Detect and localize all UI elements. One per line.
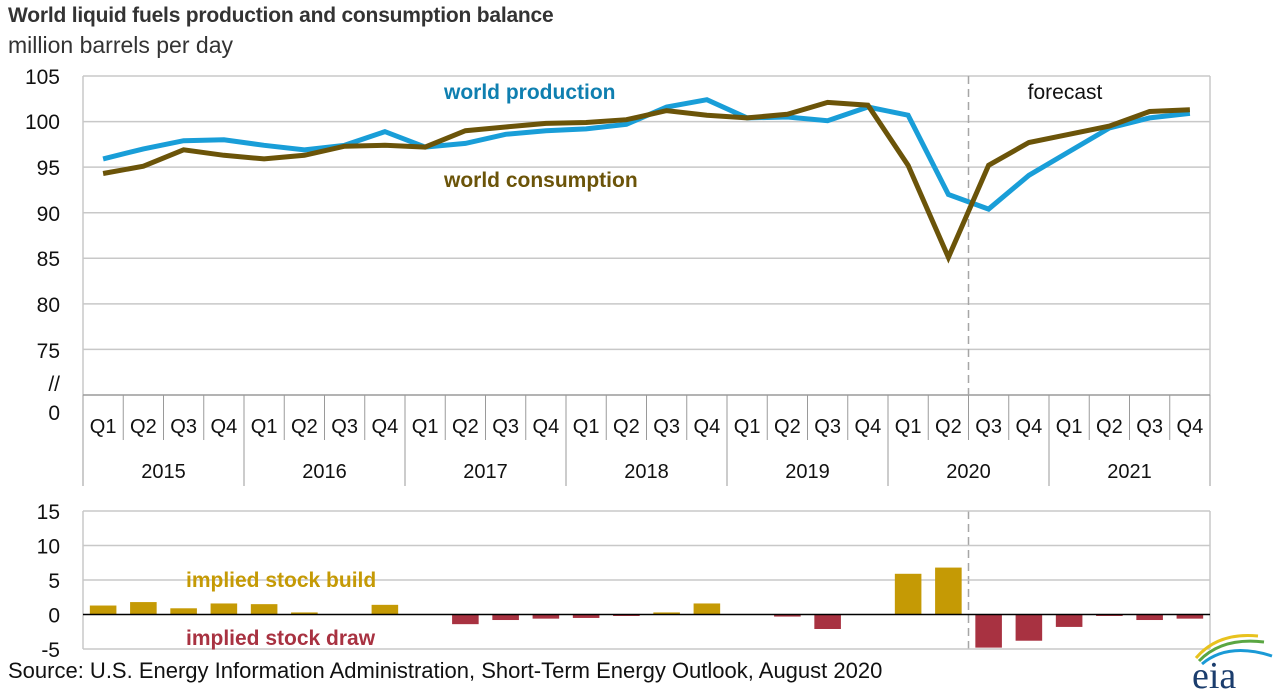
x-tick-year: 2016 bbox=[302, 461, 347, 483]
x-tick-year: 2020 bbox=[946, 461, 991, 483]
x-tick-quarter: Q2 bbox=[452, 416, 479, 438]
source-note: Source: U.S. Energy Information Administ… bbox=[8, 658, 883, 683]
y-tick-label: 105 bbox=[25, 66, 60, 89]
x-tick-quarter: Q1 bbox=[251, 416, 278, 438]
x-tick-year: 2021 bbox=[1107, 461, 1152, 483]
x-tick-quarter: Q3 bbox=[331, 416, 358, 438]
stock-build-bar bbox=[935, 567, 962, 615]
chart-title: World liquid fuels production and consum… bbox=[8, 4, 554, 27]
stock-build-bar bbox=[210, 603, 238, 615]
stock-draw-bar bbox=[975, 614, 1002, 648]
stock-build-bar bbox=[894, 573, 922, 615]
x-tick-quarter: Q1 bbox=[895, 416, 922, 438]
stock-build-bar bbox=[693, 603, 721, 615]
x-tick-quarter: Q4 bbox=[694, 416, 721, 438]
y-tick-label: 95 bbox=[37, 157, 60, 180]
y-tick-label-lower: 0 bbox=[48, 605, 60, 628]
stock-build-bar bbox=[170, 608, 197, 615]
annotation-stock-draw: implied stock draw bbox=[186, 627, 376, 650]
x-tick-quarter: Q4 bbox=[1016, 416, 1043, 438]
stock-draw-bar bbox=[532, 614, 560, 619]
x-tick-quarter: Q3 bbox=[814, 416, 841, 438]
x-tick-quarter: Q1 bbox=[734, 416, 761, 438]
x-tick-quarter: Q3 bbox=[492, 416, 519, 438]
stock-draw-bar bbox=[452, 614, 479, 625]
x-tick-quarter: Q1 bbox=[90, 416, 117, 438]
stock-build-bar bbox=[371, 604, 399, 615]
consumption-line bbox=[102, 99, 1191, 264]
logo-arc-yellow bbox=[1194, 633, 1259, 659]
stock-draw-bar bbox=[572, 614, 600, 618]
y-tick-label-lower: -5 bbox=[41, 639, 60, 662]
stock-build-bar bbox=[653, 612, 680, 615]
logo-text: eia bbox=[1192, 655, 1236, 692]
stock-draw-bar bbox=[1176, 614, 1204, 619]
x-tick-year: 2015 bbox=[141, 461, 186, 483]
stock-build-bar bbox=[89, 605, 117, 615]
logo-arc-green bbox=[1197, 639, 1265, 663]
x-tick-year: 2017 bbox=[463, 461, 508, 483]
x-tick-quarter: Q4 bbox=[855, 416, 882, 438]
forecast-label: forecast bbox=[1028, 81, 1103, 104]
y-tick-label: 90 bbox=[37, 203, 60, 226]
y-tick-label: 0 bbox=[48, 402, 60, 425]
x-tick-quarter: Q3 bbox=[653, 416, 680, 438]
stock-build-bar bbox=[130, 602, 157, 615]
y-tick-label-lower: 10 bbox=[37, 536, 60, 559]
x-tick-year: 2018 bbox=[624, 461, 669, 483]
stock-draw-bar bbox=[814, 614, 841, 629]
logo-arc-blue bbox=[1201, 649, 1273, 666]
y-tick-label: 75 bbox=[37, 340, 60, 363]
stock-build-bar bbox=[250, 604, 278, 615]
y-tick-label: 100 bbox=[25, 111, 60, 134]
y-axis-unit-label: million barrels per day bbox=[8, 32, 233, 58]
x-tick-quarter: Q2 bbox=[130, 416, 157, 438]
x-tick-quarter: Q1 bbox=[573, 416, 600, 438]
legend-label-consumption: world consumption bbox=[443, 169, 638, 192]
y-tick-label: 85 bbox=[37, 248, 60, 271]
x-tick-quarter: Q2 bbox=[613, 416, 640, 438]
x-tick-quarter: Q1 bbox=[1056, 416, 1083, 438]
legend-label-production: world production bbox=[443, 81, 615, 104]
y-tick-label-lower: 15 bbox=[37, 501, 60, 524]
x-tick-quarter: Q2 bbox=[291, 416, 318, 438]
x-tick-quarter: Q4 bbox=[372, 416, 399, 438]
x-tick-quarter: Q3 bbox=[975, 416, 1002, 438]
eia-logo: eia bbox=[1192, 633, 1273, 692]
stock-build-bar bbox=[291, 612, 318, 615]
annotation-stock-build: implied stock build bbox=[186, 569, 376, 592]
stock-draw-bar bbox=[1055, 614, 1083, 627]
x-tick-quarter: Q4 bbox=[1177, 416, 1204, 438]
y-tick-label-lower: 5 bbox=[48, 570, 60, 593]
y-tick-label: // bbox=[48, 373, 60, 396]
x-tick-quarter: Q3 bbox=[170, 416, 197, 438]
stock-draw-bar bbox=[774, 614, 801, 617]
x-tick-quarter: Q1 bbox=[412, 416, 439, 438]
stock-draw-bar bbox=[1136, 614, 1163, 621]
x-tick-quarter: Q2 bbox=[1096, 416, 1123, 438]
x-tick-year: 2019 bbox=[785, 461, 830, 483]
x-tick-quarter: Q3 bbox=[1136, 416, 1163, 438]
x-tick-quarter: Q4 bbox=[533, 416, 560, 438]
stock-draw-bar bbox=[492, 614, 519, 621]
y-tick-label: 80 bbox=[37, 294, 60, 317]
x-tick-quarter: Q2 bbox=[774, 416, 801, 438]
stock-draw-bar bbox=[1015, 614, 1043, 641]
x-tick-quarter: Q4 bbox=[211, 416, 238, 438]
x-tick-quarter: Q2 bbox=[935, 416, 962, 438]
